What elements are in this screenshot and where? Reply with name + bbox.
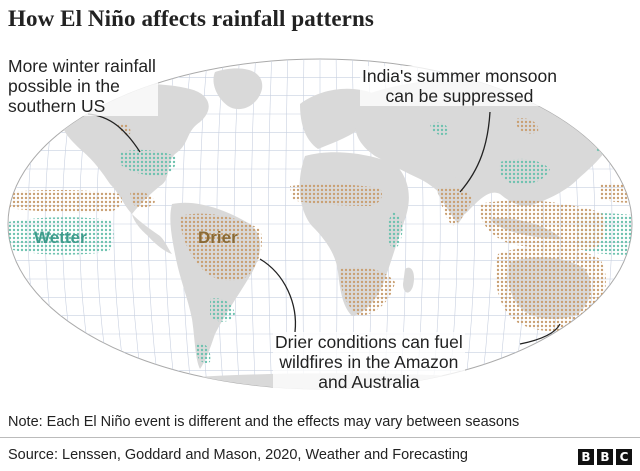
central-america [132, 214, 172, 254]
annotation-india-line-2: can be suppressed [385, 86, 534, 106]
note-text: Note: Each El Niño event is different an… [8, 414, 520, 430]
bbc-logo-letter-3: C [616, 449, 632, 465]
annotation-india: India's summer monsoon can be suppressed [360, 66, 559, 106]
annotation-india-line-1: India's summer monsoon [362, 66, 557, 86]
annotation-amazon-line-1: Drier conditions can fuel [275, 332, 463, 352]
wetter-zone-south-america-south [210, 298, 235, 322]
annotation-amazon-line-3: and Australia [318, 372, 420, 392]
annotation-amazon-line-2: wildfires in the Amazon [279, 352, 459, 372]
greenland [213, 68, 263, 110]
annotation-southern-us: More winter rainfall possible in the sou… [6, 56, 158, 116]
arrow-amazon [259, 258, 297, 333]
annotation-us-line-3: southern US [8, 96, 106, 116]
annotation-us-line-2: possible in the [8, 76, 120, 96]
wetter-label: Wetter [34, 228, 87, 247]
madagascar [403, 267, 415, 293]
bbc-logo: B B C [578, 449, 632, 465]
drier-zone-southern-africa [340, 267, 395, 316]
drier-zone-amazon [180, 213, 262, 281]
drier-zone-north-pacific [8, 189, 122, 213]
drier-zone-maritime [479, 200, 606, 251]
drier-zone-mexico [130, 191, 155, 208]
wetter-zone-southern-us [120, 149, 176, 176]
drier-label: Drier [198, 228, 238, 247]
wetter-zone-patagonia [195, 343, 211, 364]
wetter-zone-china [499, 158, 550, 185]
wetter-zone-east-africa [387, 212, 403, 249]
north-america [59, 84, 209, 215]
annotation-us-line-1: More winter rainfall [8, 56, 156, 76]
arrow-india [459, 111, 491, 193]
rainfall-zones [8, 118, 632, 364]
bbc-logo-letter-2: B [597, 449, 613, 465]
new-zealand [606, 313, 613, 329]
world-map [0, 44, 640, 404]
drier-zone-india [438, 187, 472, 226]
wetter-zone-equatorial-pacific [8, 217, 114, 255]
map-svg [7, 58, 633, 390]
source-text: Source: Lenssen, Goddard and Mason, 2020… [8, 447, 468, 463]
chart-title: How El Niño affects rainfall patterns [8, 6, 374, 31]
arrow-australia [519, 323, 561, 345]
footer-divider [0, 437, 640, 438]
drier-zone-north-pacific-east [515, 118, 539, 134]
drier-zone-canada [118, 123, 131, 135]
bbc-logo-letter-1: B [578, 449, 594, 465]
annotation-amazon-australia: Drier conditions can fuel wildfires in t… [273, 332, 465, 392]
drier-zone-australia [495, 246, 606, 332]
drier-zone-atlantic [290, 183, 382, 206]
wetter-zone-caspian [430, 122, 449, 136]
drier-zone-hawaii-band [600, 183, 632, 203]
